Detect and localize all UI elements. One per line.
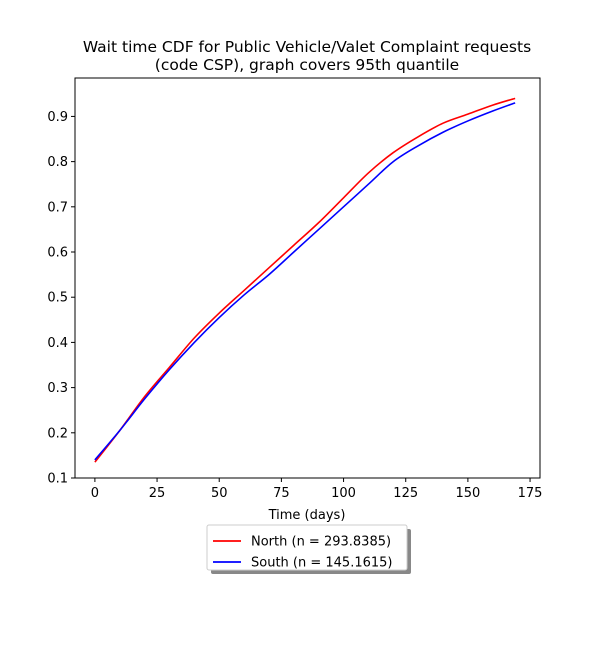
y-tick-label: 0.7 <box>47 200 68 215</box>
y-axis-ticks: 0.1 0.2 0.3 0.4 0.5 0.6 0.7 0.8 0.9 <box>47 110 75 487</box>
series-line-north <box>94 97 516 463</box>
x-axis-label: Time (days) <box>268 508 346 523</box>
plot-area-frame <box>74 77 541 479</box>
y-tick-label: 0.1 <box>47 472 68 487</box>
x-tick-label: 125 <box>393 486 418 501</box>
series-line-south <box>94 102 516 461</box>
y-tick-label: 0.2 <box>47 426 68 441</box>
x-tick-label: 25 <box>149 486 166 501</box>
y-tick-label: 0.3 <box>47 381 68 396</box>
chart-title-line1: Wait time CDF for Public Vehicle/Valet C… <box>83 38 531 56</box>
x-tick-label: 175 <box>518 486 543 501</box>
legend-label: North (n = 293.8385) <box>251 535 391 550</box>
legend: North (n = 293.8385) South (n = 145.1615) <box>206 524 411 574</box>
x-tick-label: 100 <box>331 486 356 501</box>
legend-label: South (n = 145.1615) <box>251 556 392 571</box>
y-tick-label: 0.6 <box>47 246 68 261</box>
y-tick-label: 0.8 <box>47 155 68 170</box>
y-tick-label: 0.4 <box>47 336 68 351</box>
y-tick-label: 0.5 <box>47 291 68 306</box>
legend-box <box>206 524 408 571</box>
series-layer <box>94 97 516 463</box>
x-tick-label: 50 <box>211 486 228 501</box>
x-axis-ticks: 0 25 50 75 100 125 150 175 <box>91 478 543 501</box>
x-tick-label: 0 <box>91 486 99 501</box>
y-tick-label: 0.9 <box>47 110 68 125</box>
x-tick-label: 75 <box>273 486 290 501</box>
chart-title-line2: (code CSP), graph covers 95th quantile <box>155 56 459 74</box>
x-tick-label: 150 <box>455 486 480 501</box>
